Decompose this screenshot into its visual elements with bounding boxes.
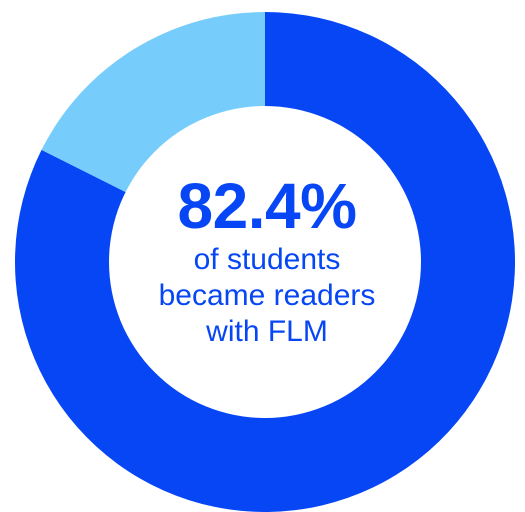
caption-line-3: with FLM [206, 315, 328, 348]
caption-line-2: became readers [158, 279, 376, 312]
donut-hole [109, 106, 421, 418]
center-value: 82.4% [177, 170, 357, 242]
caption-line-1: of students [193, 243, 341, 276]
center-label: 82.4% of students became readers with FL… [112, 170, 422, 350]
